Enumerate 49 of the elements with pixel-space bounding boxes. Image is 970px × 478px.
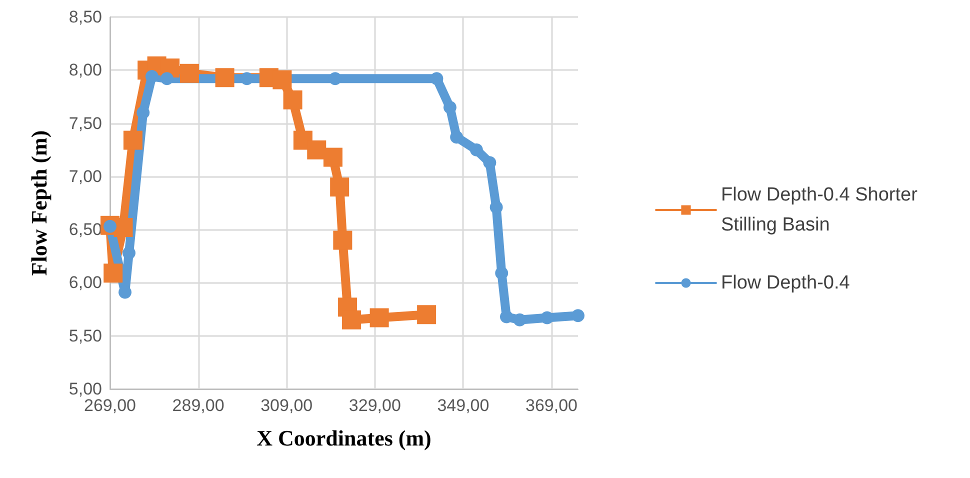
point <box>307 140 326 160</box>
y-tick-label: 8,00 <box>68 60 102 80</box>
point <box>443 100 456 114</box>
point <box>283 90 302 110</box>
point <box>342 310 362 330</box>
x-tick-label: 269,00 <box>84 396 136 415</box>
point <box>483 156 496 170</box>
point <box>180 64 199 83</box>
point <box>513 313 526 326</box>
point <box>572 309 584 322</box>
legend-label: Flow Depth-0.4 <box>721 272 850 294</box>
legend-label: Flow Depth-0.4 Shorter Stilling Basin <box>721 184 918 236</box>
point <box>470 143 483 156</box>
point <box>417 305 436 324</box>
x-tick-label: 369,00 <box>526 396 578 415</box>
point <box>333 230 352 250</box>
point <box>490 200 503 214</box>
point <box>104 264 123 283</box>
point <box>540 311 554 324</box>
y-tick-label: 6,50 <box>68 220 102 240</box>
y-tick-label: 5,00 <box>68 380 102 398</box>
x-tick-label: 309,00 <box>260 396 313 415</box>
point <box>272 70 292 90</box>
y-tick-label: 6,00 <box>68 273 102 292</box>
point <box>370 308 389 328</box>
point <box>114 218 133 237</box>
point <box>323 148 342 167</box>
point <box>160 72 174 86</box>
point <box>495 266 508 280</box>
point <box>328 72 342 86</box>
point <box>330 178 350 197</box>
y-axis-title: Flow Fepth (m) <box>26 130 52 276</box>
y-tick-label: 5,50 <box>68 326 102 346</box>
point <box>122 246 136 260</box>
point <box>145 70 158 84</box>
y-tick-label: 8,50 <box>68 8 102 26</box>
point <box>136 106 150 120</box>
point <box>430 72 444 86</box>
point <box>240 72 254 86</box>
y-tick-label: 7,00 <box>68 166 102 186</box>
x-axis-title: X Coordinates (m) <box>256 426 432 450</box>
x-tick-label: 349,00 <box>437 396 490 415</box>
x-tick-label: 329,00 <box>348 396 401 415</box>
point <box>123 130 142 150</box>
y-tick-label: 7,50 <box>68 114 102 133</box>
point <box>450 130 464 144</box>
point <box>215 68 234 88</box>
x-tick-label: 289,00 <box>172 396 224 415</box>
point <box>500 310 513 324</box>
